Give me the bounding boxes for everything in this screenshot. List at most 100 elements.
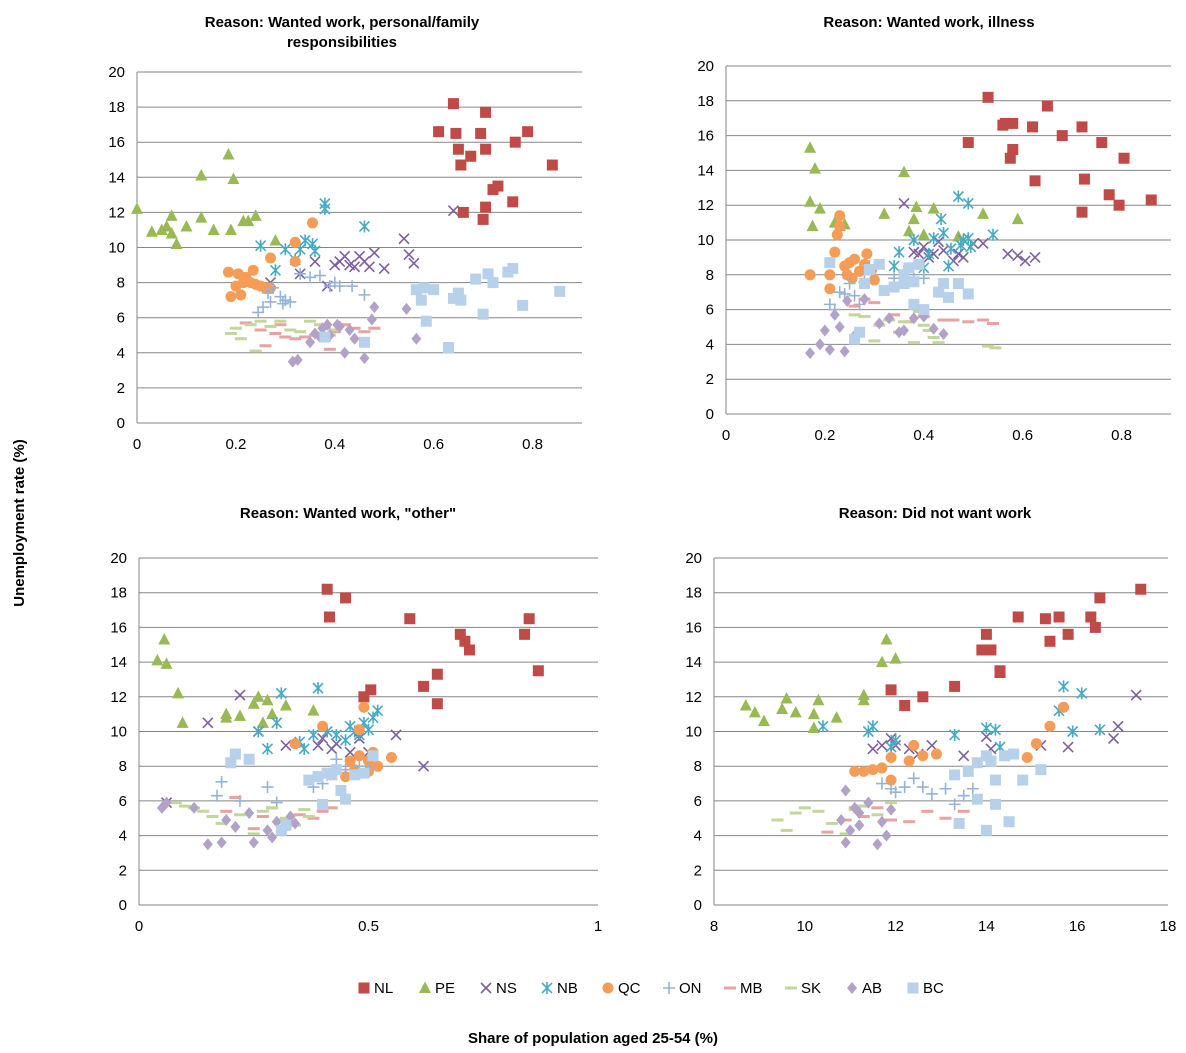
point-qc — [225, 291, 237, 303]
point-nl — [418, 680, 430, 692]
point-nb — [275, 687, 287, 700]
point-on — [843, 277, 856, 290]
point-bc — [863, 264, 875, 276]
point-nb — [989, 723, 1002, 736]
point-ns — [312, 739, 324, 751]
y-tick-label: 2 — [117, 380, 125, 397]
point-nl — [509, 136, 521, 148]
point-ab — [928, 322, 939, 335]
point-nb — [965, 240, 977, 253]
point-qc — [868, 274, 880, 286]
point-ns — [202, 717, 214, 729]
y-tick-label: 20 — [108, 64, 125, 81]
point-bc — [985, 755, 997, 767]
series-ab — [805, 293, 949, 360]
y-tick-label: 10 — [685, 724, 702, 741]
point-ab — [805, 347, 816, 360]
point-nl — [1044, 635, 1056, 647]
point-ab — [349, 332, 360, 345]
point-ab — [366, 313, 377, 326]
point-bc — [933, 286, 945, 298]
point-bc — [989, 798, 1001, 810]
point-nb — [962, 197, 974, 210]
point-ns — [408, 257, 420, 269]
point-ab — [899, 324, 909, 337]
point-nl — [340, 592, 352, 604]
panel-did-not-want-work: Reason: Did not want work 0 2 4 6 8 10 12 14 16 1… — [685, 505, 1176, 935]
point-pe — [131, 202, 143, 214]
x-tick-label: 8 — [710, 918, 718, 935]
point-ab — [881, 829, 892, 842]
point-ab — [842, 294, 853, 307]
series-ab — [287, 301, 422, 368]
series-ab — [156, 796, 301, 851]
point-nl — [1113, 199, 1125, 211]
point-nb — [817, 720, 829, 733]
point-pe — [145, 225, 158, 237]
series-qc — [849, 701, 1070, 786]
legend-marker-nb — [541, 982, 553, 994]
series-nb — [817, 680, 1106, 754]
axes — [136, 72, 582, 424]
point-ab — [819, 324, 830, 337]
point-bc — [849, 333, 861, 345]
panel-illness: Reason: Wanted work, illness 0 2 4 6 8 10 12 14… — [697, 14, 1171, 444]
point-ab — [334, 320, 345, 333]
legend-label: PE — [435, 980, 455, 997]
point-nl — [455, 159, 467, 171]
point-pe — [279, 698, 292, 711]
point-ns — [1107, 732, 1120, 745]
point-pe — [224, 223, 237, 235]
point-nl — [1085, 611, 1097, 623]
point-ab — [216, 836, 227, 849]
point-nl — [1039, 613, 1051, 625]
point-on — [279, 294, 292, 307]
point-bc — [953, 817, 965, 829]
y-tick-label: 0 — [119, 897, 127, 914]
point-bc — [243, 753, 255, 765]
point-ns — [234, 689, 246, 701]
point-nl — [452, 143, 464, 155]
point-qc — [824, 283, 836, 295]
point-ns — [418, 760, 430, 772]
point-ab — [840, 836, 851, 849]
y-tick-label: 20 — [697, 58, 714, 75]
point-nl — [465, 150, 477, 162]
point-nb — [890, 734, 902, 747]
point-pe — [875, 655, 888, 668]
point-on — [875, 777, 888, 790]
panel-title: Reason: Wanted work, "other" — [240, 505, 456, 522]
point-ns — [348, 261, 361, 273]
x-tick-label: 0.8 — [1111, 427, 1132, 444]
point-nb — [367, 711, 379, 724]
point-qc — [265, 252, 276, 264]
point-nb — [923, 247, 935, 260]
point-qc — [885, 752, 897, 764]
point-pe — [195, 169, 208, 181]
y-tick-label: 16 — [697, 128, 714, 145]
point-bc — [319, 331, 331, 343]
y-tick-label: 16 — [108, 134, 125, 151]
point-bc — [962, 765, 974, 777]
point-nl — [431, 668, 443, 680]
point-on — [252, 306, 265, 319]
legend-marker-pe — [419, 981, 431, 993]
point-ns — [958, 750, 970, 762]
point-qc — [858, 765, 870, 777]
y-tick-label: 0 — [706, 406, 714, 423]
point-pe — [809, 162, 821, 174]
series-nl — [321, 583, 544, 710]
series-qc — [804, 210, 880, 295]
y-tick-label: 16 — [685, 619, 702, 636]
point-nl — [532, 665, 544, 677]
point-ab — [938, 327, 949, 340]
point-qc — [340, 771, 352, 783]
point-nl — [477, 213, 489, 225]
point-bc — [335, 784, 347, 796]
point-ns — [403, 248, 415, 261]
y-axis-title: Unemployment rate (%) — [11, 439, 28, 607]
point-on — [211, 789, 224, 802]
point-nb — [271, 716, 283, 729]
legend-label: QC — [618, 980, 641, 997]
y-tick-label: 6 — [706, 302, 714, 319]
